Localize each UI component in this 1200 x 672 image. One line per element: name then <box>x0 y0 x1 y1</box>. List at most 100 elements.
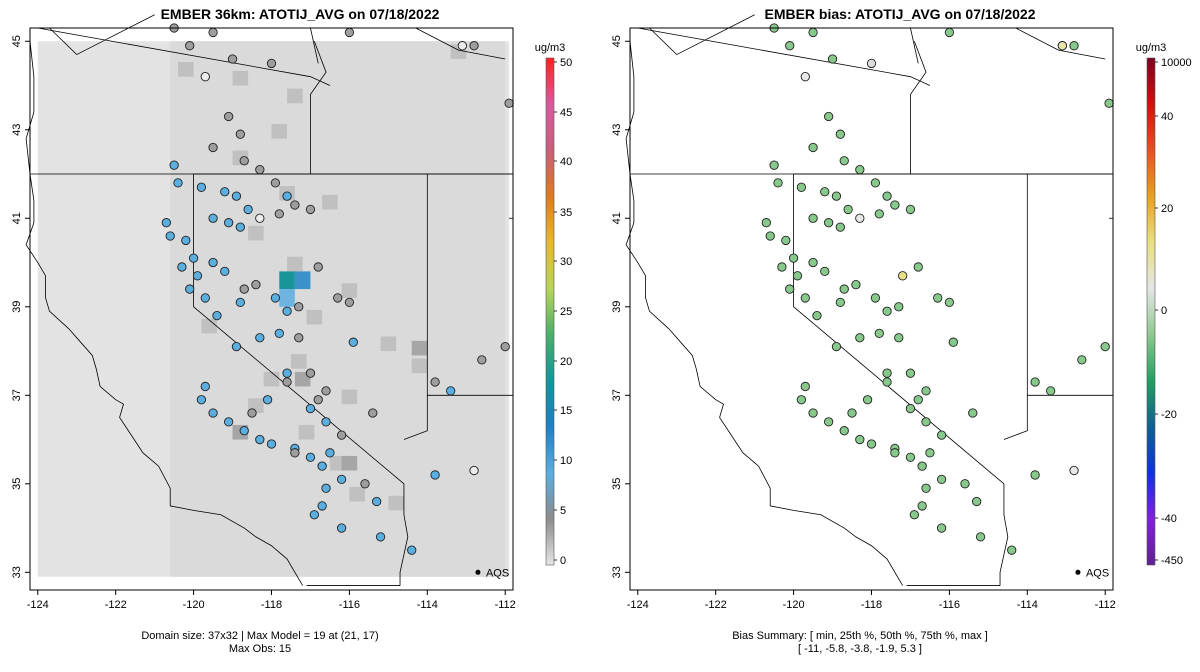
colorbar-tick-label: 30 <box>560 256 572 268</box>
station-marker <box>313 395 323 405</box>
x-tick-label: -114 <box>417 599 438 611</box>
grid-cell-high <box>294 271 311 290</box>
station-marker <box>788 253 799 263</box>
state-border <box>403 174 428 440</box>
station-marker <box>469 465 479 476</box>
station-marker <box>808 142 818 153</box>
station-marker <box>212 310 222 321</box>
station-marker <box>1007 545 1017 555</box>
station-marker <box>905 403 916 414</box>
station-marker <box>827 54 838 64</box>
domain-summary-note: Domain size: 37x32 | Max Model = 19 at (… <box>141 630 379 642</box>
station-marker <box>208 408 218 418</box>
station-marker <box>336 430 347 440</box>
station-marker <box>820 187 830 197</box>
x-tick-label: -122 <box>705 599 727 611</box>
grid-cell-mid <box>411 358 428 374</box>
station-marker <box>220 266 230 277</box>
station-marker <box>262 395 273 405</box>
bias-map: AQS -124 -122 -120 -118 -116 -114 -112 33 35 37 39 4… <box>611 14 1192 611</box>
station-marker <box>855 213 865 223</box>
station-marker <box>921 483 931 493</box>
station-marker <box>800 293 810 303</box>
station-marker <box>968 408 978 418</box>
station-marker <box>1030 377 1040 387</box>
station-marker <box>905 368 916 378</box>
station-marker <box>1046 386 1056 396</box>
station-marker <box>785 284 795 294</box>
station-marker <box>161 218 171 228</box>
station-marker <box>247 408 257 418</box>
station-marker <box>808 408 818 418</box>
station-marker <box>235 222 245 232</box>
station-marker <box>282 306 292 316</box>
station-marker <box>430 470 440 480</box>
state-border <box>415 27 506 60</box>
station-marker <box>936 430 947 440</box>
station-marker <box>313 262 323 272</box>
colorbar-tick-label: 0 <box>1161 305 1167 317</box>
colorbar-tick-label: 35 <box>560 207 572 219</box>
plot-background <box>630 28 1113 590</box>
station-marker <box>224 111 234 122</box>
station-marker <box>325 448 335 458</box>
station-marker <box>862 395 873 405</box>
grid-cell-mid <box>271 124 288 139</box>
y-tick-label: 35 <box>11 478 23 490</box>
station-marker <box>792 271 803 281</box>
station-marker <box>305 368 316 378</box>
station-marker <box>235 129 245 139</box>
boundary-layer <box>25 14 513 586</box>
grid-cell-dark <box>341 455 358 471</box>
station-marker <box>898 271 908 281</box>
station-marker <box>874 328 884 338</box>
colorbar-tick-label: 0 <box>560 555 566 567</box>
station-marker <box>348 337 358 347</box>
station-marker <box>200 72 210 82</box>
concentration-map: AQS -124 -122 -120 -118 -116 -114 -112 33 35 37 39 4… <box>11 14 572 611</box>
station-marker <box>321 417 331 427</box>
station-marker <box>270 293 281 303</box>
colorbar <box>1146 57 1156 566</box>
grid-cell-mid <box>248 225 264 241</box>
x-tick-label: -120 <box>183 599 205 611</box>
grid-cell-dark <box>411 340 428 356</box>
grid-cell-mid <box>287 88 303 104</box>
station-marker <box>913 395 923 405</box>
grid-cell-mid <box>298 424 315 440</box>
station-marker <box>925 448 935 458</box>
station-marker <box>909 510 919 520</box>
colorbar-tick-label: 40 <box>1161 111 1173 123</box>
grid-cell-mid <box>388 495 404 511</box>
station-marker <box>192 271 203 281</box>
station-marker <box>839 284 849 294</box>
colorbar-tick-label: -20 <box>1161 409 1177 421</box>
state-border <box>310 41 327 175</box>
y-tick-label: 37 <box>11 389 23 401</box>
station-marker <box>855 164 865 175</box>
colorbar-tick-label: 10000 <box>1161 57 1192 69</box>
station-marker <box>960 479 970 489</box>
x-tick-label: -116 <box>939 599 960 611</box>
station-marker <box>266 58 277 69</box>
station-marker <box>905 452 916 462</box>
x-tick-label: -120 <box>783 599 805 611</box>
y-tick-label: 39 <box>611 301 623 313</box>
station-marker <box>917 501 927 511</box>
station-marker <box>808 27 818 38</box>
station-marker <box>975 532 986 542</box>
x-tick-label: -118 <box>261 599 282 611</box>
coastline <box>625 41 904 586</box>
station-marker <box>921 417 931 427</box>
station-marker <box>336 474 347 485</box>
station-marker <box>777 262 787 272</box>
station-marker <box>305 452 316 462</box>
station-marker <box>890 200 900 210</box>
station-marker <box>290 448 300 458</box>
station-marker <box>882 306 892 316</box>
station-marker <box>336 523 347 533</box>
colorbar-tick-label: 45 <box>560 107 572 119</box>
station-marker <box>477 355 487 365</box>
station-marker <box>1069 41 1079 51</box>
station-marker <box>905 204 916 215</box>
